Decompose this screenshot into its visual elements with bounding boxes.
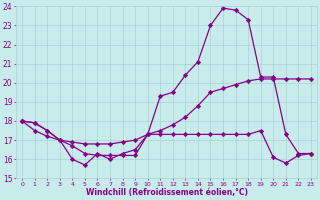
X-axis label: Windchill (Refroidissement éolien,°C): Windchill (Refroidissement éolien,°C) — [85, 188, 248, 197]
